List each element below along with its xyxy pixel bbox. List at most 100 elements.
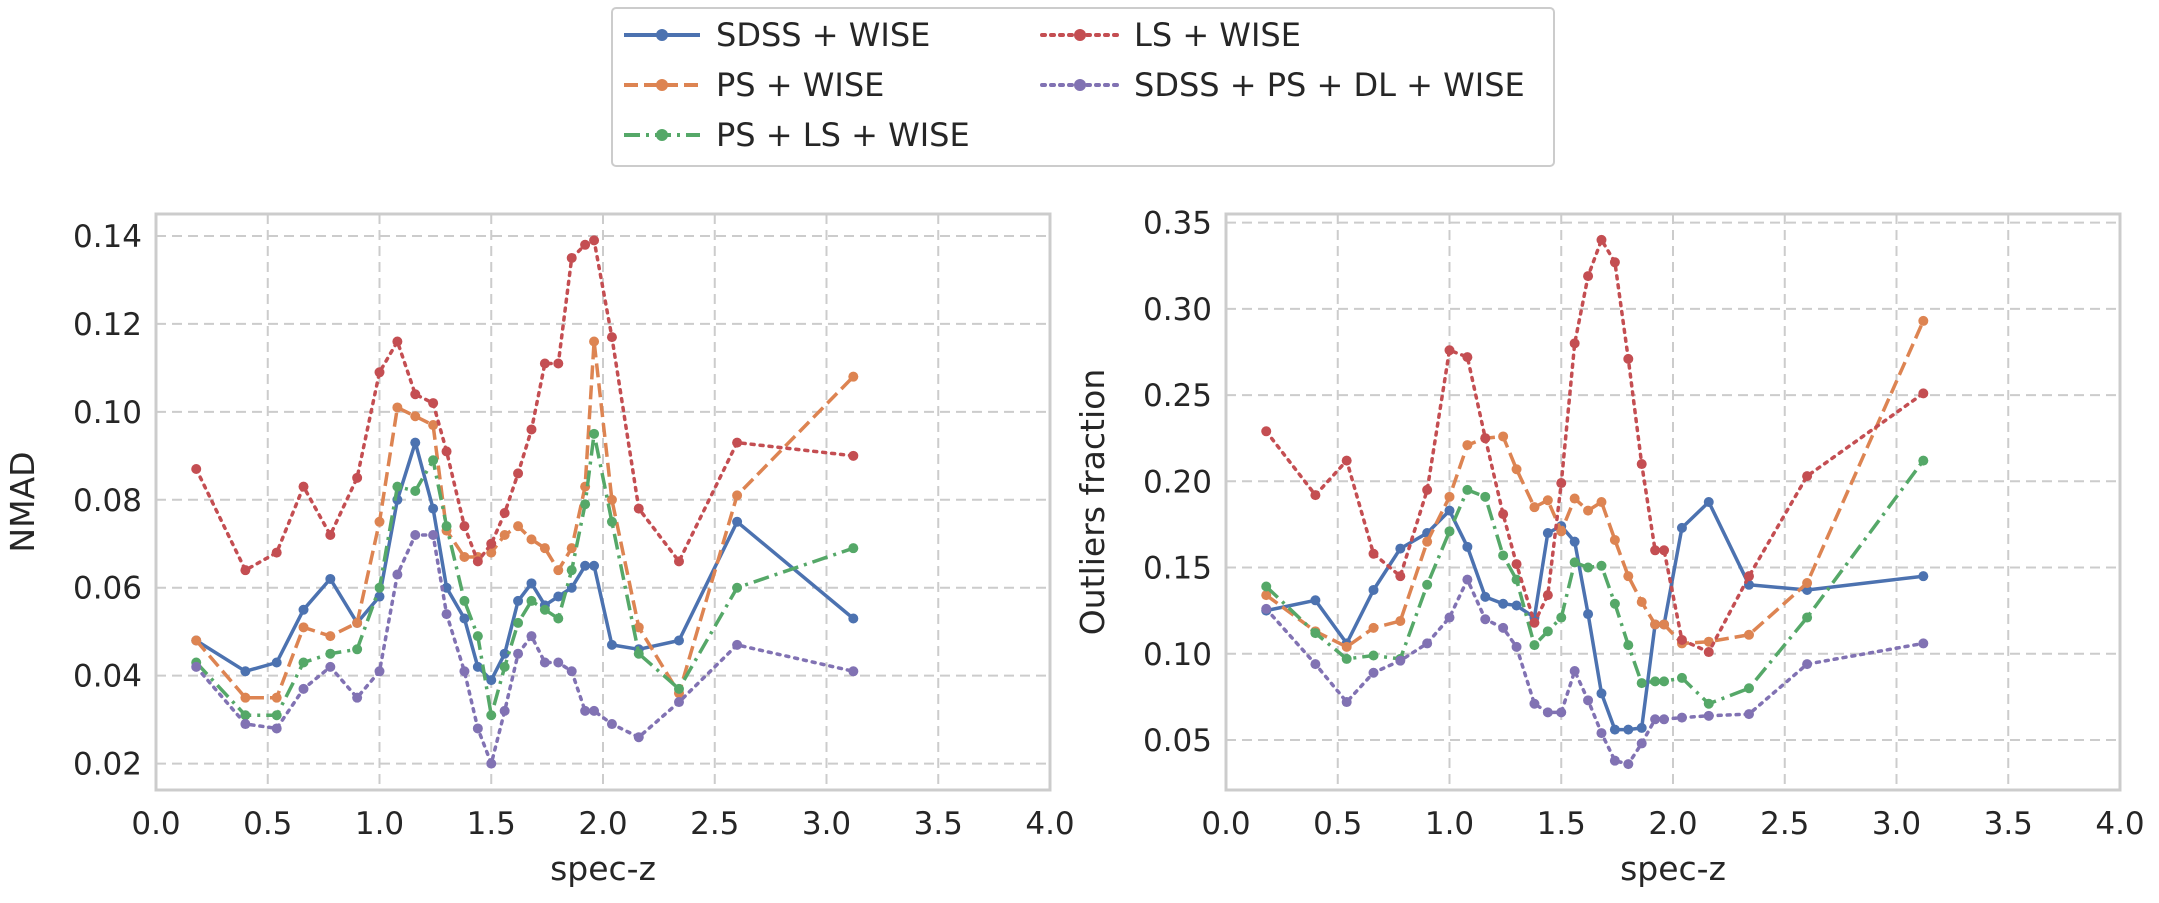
x-tick-label: 3.5 bbox=[914, 806, 963, 842]
data-point bbox=[1341, 455, 1352, 466]
series-ls-wise bbox=[191, 235, 859, 576]
y-tick-label: 0.02 bbox=[73, 747, 142, 783]
data-point bbox=[633, 622, 644, 633]
data-point bbox=[1462, 541, 1473, 552]
data-point bbox=[1609, 755, 1620, 766]
data-point bbox=[1341, 641, 1352, 652]
data-point bbox=[606, 332, 617, 343]
data-point bbox=[392, 336, 403, 347]
data-point bbox=[1511, 600, 1522, 611]
data-point bbox=[374, 666, 385, 677]
legend-label: LS + WISE bbox=[1134, 16, 1301, 54]
data-point bbox=[1444, 526, 1455, 537]
data-point bbox=[352, 472, 363, 483]
data-point bbox=[1529, 617, 1540, 628]
data-point bbox=[1422, 536, 1433, 547]
series-ls-wise bbox=[1261, 234, 1929, 658]
data-point bbox=[441, 521, 452, 532]
data-point bbox=[589, 336, 600, 347]
data-point bbox=[1395, 655, 1406, 666]
data-point bbox=[633, 503, 644, 514]
data-point bbox=[1918, 638, 1929, 649]
data-point bbox=[459, 666, 470, 677]
data-point bbox=[392, 481, 403, 492]
y-tick-label: 0.14 bbox=[73, 219, 142, 255]
data-point bbox=[1596, 560, 1607, 571]
data-point bbox=[441, 446, 452, 457]
data-point bbox=[1703, 497, 1714, 507]
data-point bbox=[1583, 562, 1594, 573]
series-line bbox=[194, 238, 856, 572]
y-tick-label: 0.08 bbox=[73, 483, 142, 519]
data-point bbox=[459, 551, 470, 562]
data-point bbox=[1609, 534, 1620, 545]
data-point bbox=[240, 692, 251, 703]
data-point bbox=[1636, 459, 1647, 470]
y-tick-label: 0.05 bbox=[1143, 723, 1212, 759]
data-point bbox=[1623, 353, 1634, 364]
data-point bbox=[539, 358, 550, 369]
data-point bbox=[732, 490, 743, 501]
data-point bbox=[1802, 578, 1813, 589]
x-tick-label: 4.0 bbox=[1025, 806, 1074, 842]
data-point bbox=[1480, 591, 1491, 602]
data-point bbox=[1703, 647, 1714, 658]
data-point bbox=[240, 565, 251, 576]
data-point bbox=[1261, 603, 1272, 614]
data-point bbox=[1542, 590, 1553, 601]
data-point bbox=[1422, 638, 1433, 649]
data-point bbox=[428, 503, 439, 514]
data-point bbox=[428, 455, 439, 466]
data-point bbox=[1498, 598, 1509, 609]
x-tick-label: 1.0 bbox=[355, 806, 404, 842]
data-point bbox=[1636, 722, 1647, 733]
data-point bbox=[580, 239, 591, 250]
data-point bbox=[1918, 315, 1929, 326]
data-point bbox=[271, 723, 282, 734]
data-point bbox=[673, 683, 684, 694]
data-point bbox=[1583, 505, 1594, 516]
data-point bbox=[191, 661, 202, 672]
data-point bbox=[1462, 484, 1473, 495]
data-point bbox=[441, 609, 452, 620]
data-point bbox=[1623, 724, 1634, 735]
data-point bbox=[589, 235, 600, 246]
data-point bbox=[1529, 502, 1540, 513]
data-point bbox=[1542, 528, 1553, 539]
x-axis-title: spec-z bbox=[1620, 849, 1726, 888]
data-point bbox=[1676, 672, 1687, 683]
data-point bbox=[1556, 478, 1567, 489]
data-point bbox=[1422, 579, 1433, 590]
data-point bbox=[1498, 550, 1509, 561]
y-tick-label: 0.12 bbox=[73, 307, 142, 343]
data-point bbox=[1569, 338, 1580, 349]
series-line bbox=[194, 432, 854, 718]
data-point bbox=[472, 631, 483, 642]
data-point bbox=[526, 424, 537, 435]
data-point bbox=[271, 657, 282, 668]
data-point bbox=[1341, 653, 1352, 664]
data-point bbox=[1918, 455, 1929, 466]
data-point bbox=[553, 565, 564, 576]
data-point bbox=[1609, 598, 1620, 609]
data-point bbox=[499, 705, 510, 716]
data-point bbox=[298, 657, 309, 668]
data-point bbox=[566, 565, 577, 576]
data-point bbox=[352, 617, 363, 628]
data-point bbox=[191, 635, 202, 646]
data-point bbox=[589, 705, 600, 716]
data-point bbox=[539, 604, 550, 615]
data-point bbox=[1368, 650, 1379, 661]
data-point bbox=[1623, 640, 1634, 651]
legend-label: SDSS + PS + DL + WISE bbox=[1134, 66, 1525, 104]
x-tick-label: 2.5 bbox=[690, 806, 739, 842]
data-point bbox=[298, 622, 309, 633]
x-axis-title: spec-z bbox=[550, 849, 656, 888]
data-point bbox=[566, 543, 577, 554]
data-point bbox=[633, 732, 644, 743]
data-point bbox=[1609, 257, 1620, 268]
x-tick-label: 0.5 bbox=[1313, 806, 1362, 842]
data-point bbox=[1802, 659, 1813, 670]
data-point bbox=[1918, 571, 1929, 582]
